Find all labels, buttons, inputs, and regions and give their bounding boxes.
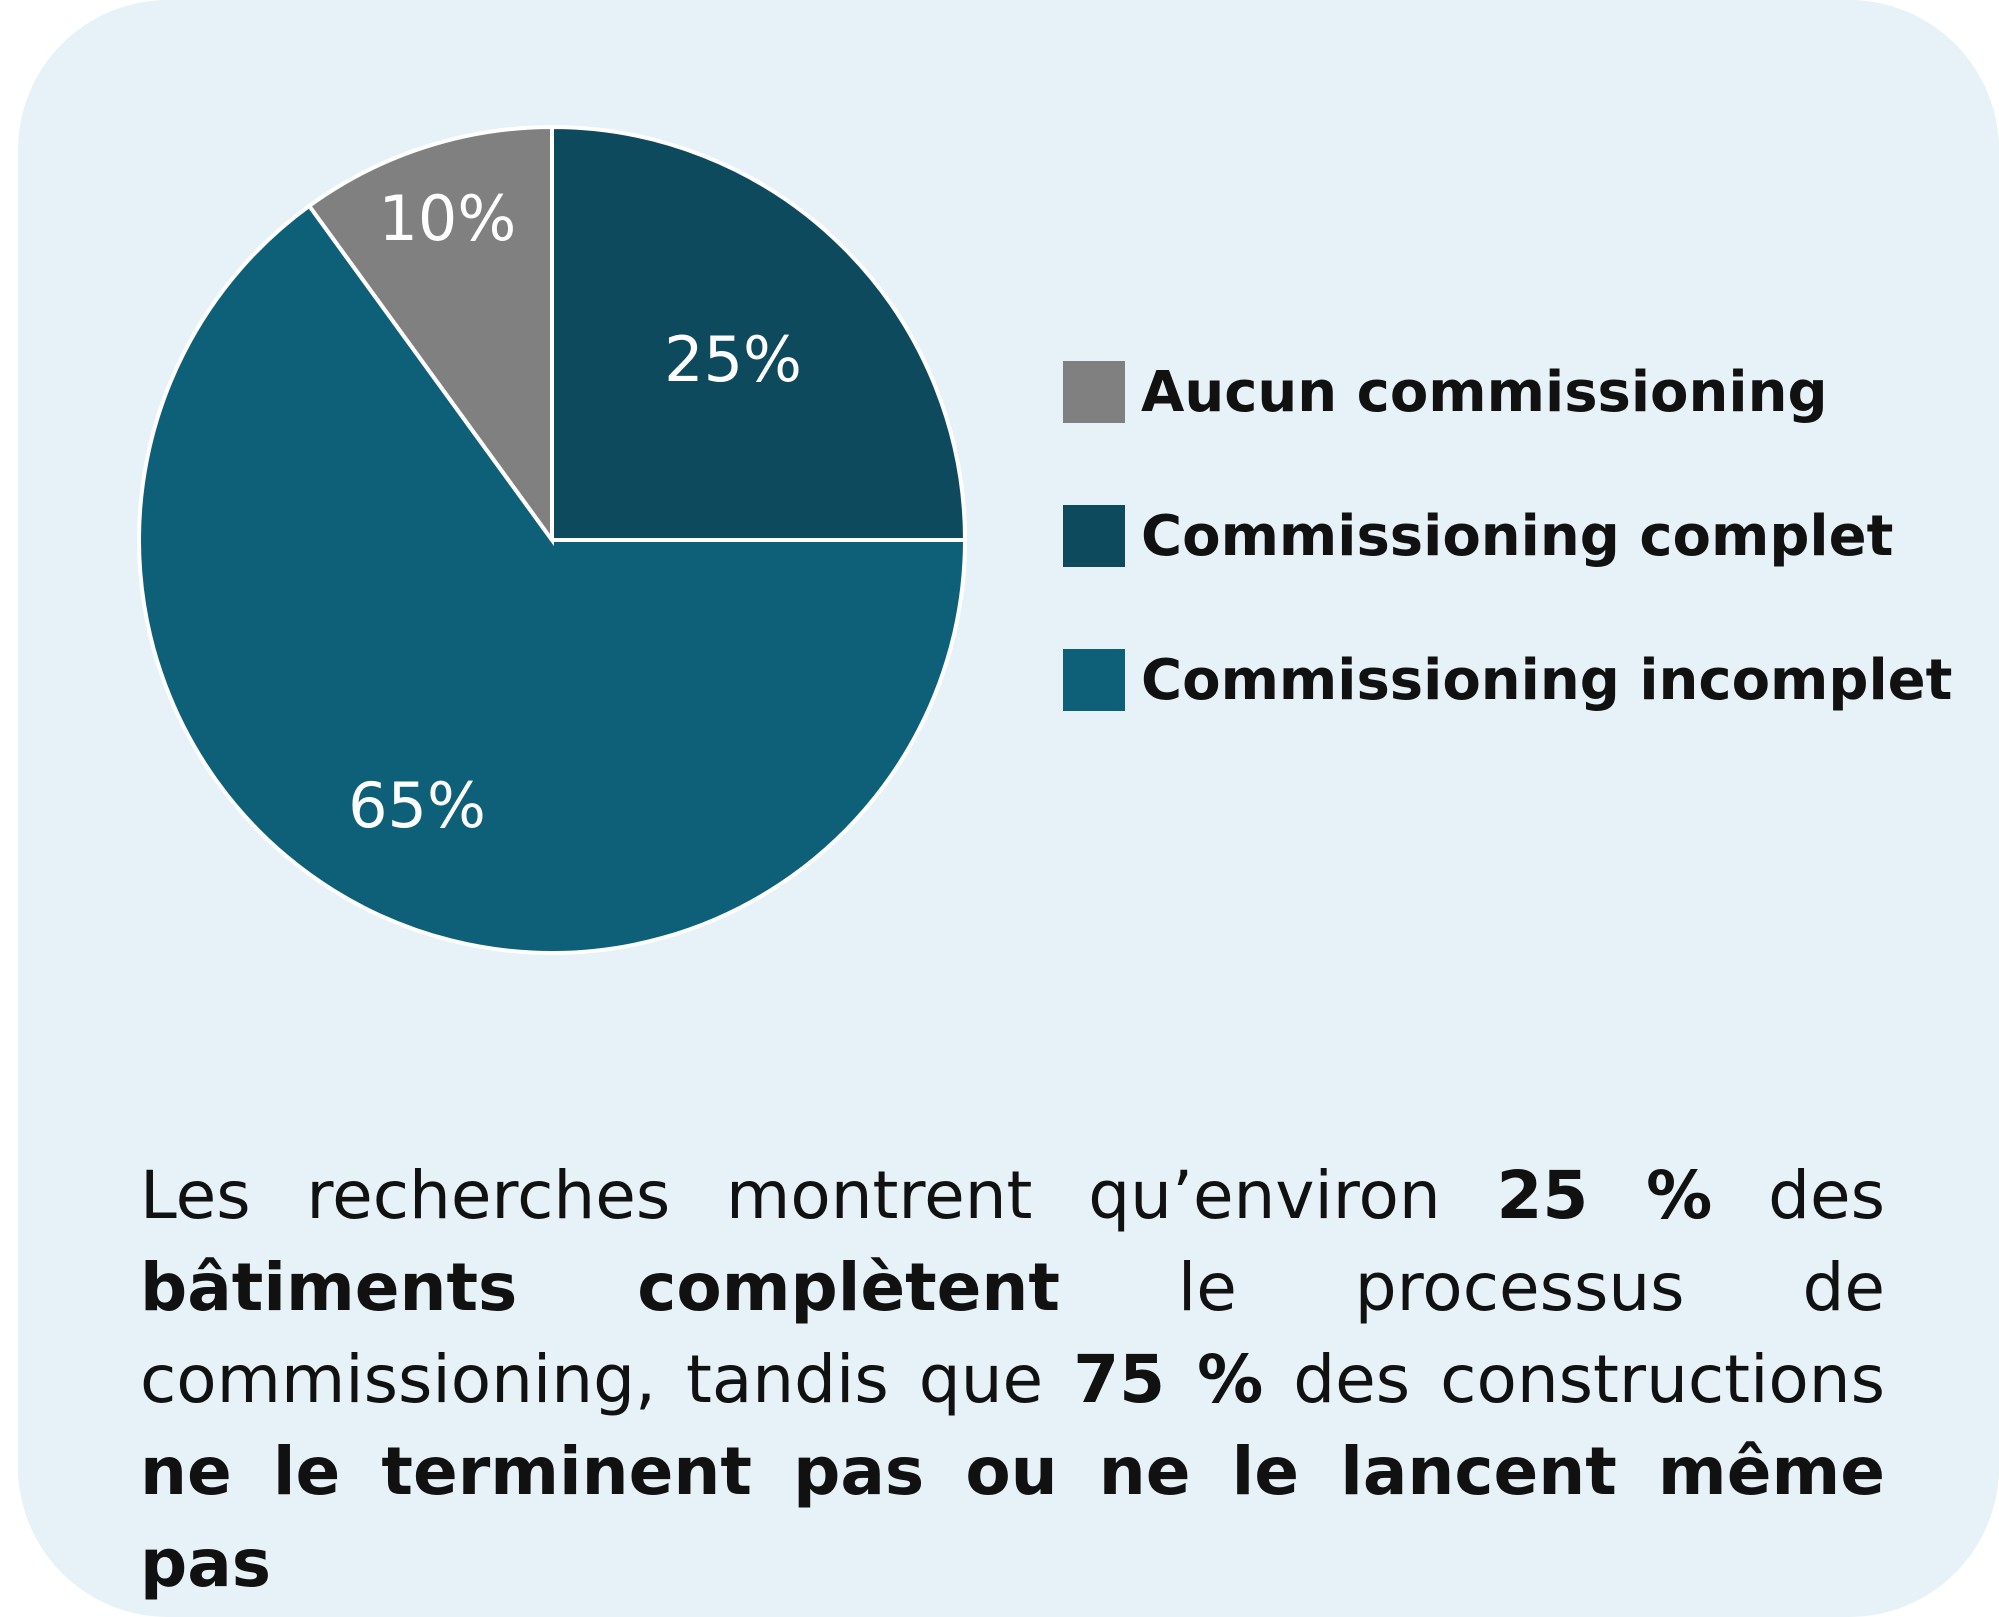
slice-label-incomplet: 65% <box>348 769 486 842</box>
slice-label-aucun: 10% <box>378 182 516 255</box>
legend-item-complet: Commissioning complet <box>1063 503 1952 569</box>
legend-label-aucun: Aucun commissioning <box>1141 359 1828 425</box>
pie-slice-complet <box>550 124 968 542</box>
slice-label-complet: 25% <box>664 323 802 396</box>
caption-bold-4: ne le terminent pas ou ne le lancent mêm… <box>140 1433 1885 1602</box>
caption-part-2: des <box>1712 1157 1886 1234</box>
legend-label-complet: Commissioning complet <box>1141 503 1894 569</box>
legend-swatch-complet <box>1063 505 1125 567</box>
pie-slice-aucun <box>306 124 554 547</box>
legend-swatch-aucun <box>1063 361 1125 423</box>
caption-bold-1: 25 % <box>1496 1157 1713 1234</box>
chart-legend: Aucun commissioning Commissioning comple… <box>1063 360 1952 792</box>
caption-part-3: le processus de commissioning, tandis qu… <box>140 1249 1885 1418</box>
legend-swatch-incomplet <box>1063 649 1125 711</box>
caption-part-1: Les recherches montrent qu’environ <box>140 1157 1497 1234</box>
caption-bold-2: bâtiments complètent <box>140 1249 1060 1326</box>
caption-text: Les recherches montrent qu’environ 25 % … <box>140 1150 1885 1610</box>
legend-item-incomplet: Commissioning incomplet <box>1063 647 1953 713</box>
caption-part-4: des constructions <box>1263 1341 1885 1418</box>
legend-label-incomplet: Commissioning incomplet <box>1141 647 1953 713</box>
legend-item-aucun: Aucun commissioning <box>1063 359 1952 425</box>
caption-bold-3: 75 % <box>1073 1341 1264 1418</box>
pie-slice-incomplet <box>137 203 968 955</box>
